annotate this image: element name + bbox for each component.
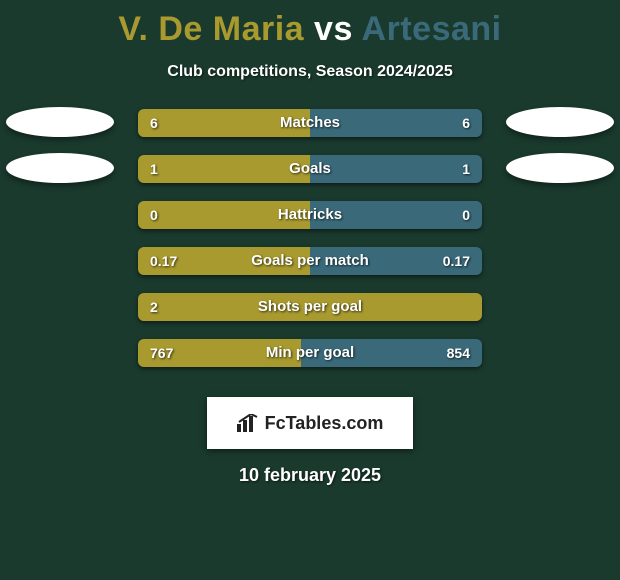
stat-bar-track: Shots per goal2 [138, 293, 482, 321]
player-ellipse-left [6, 153, 114, 183]
stat-row: Shots per goal2 [0, 293, 620, 339]
logo-box: FcTables.com [207, 397, 413, 449]
stat-bar-right [301, 339, 482, 367]
stat-bar-track: Goals per match0.170.17 [138, 247, 482, 275]
date-text: 10 february 2025 [0, 465, 620, 486]
logo-text: FcTables.com [265, 413, 384, 434]
player-ellipse-right [506, 107, 614, 137]
subtitle: Club competitions, Season 2024/2025 [0, 63, 620, 81]
stat-bar-left [138, 109, 310, 137]
stat-bar-left [138, 339, 301, 367]
stat-row: Goals11 [0, 155, 620, 201]
stat-rows: Matches66 Goals11 Hattricks00 Goals per mat… [0, 109, 620, 385]
stat-bar-left [138, 247, 310, 275]
stat-bar-right [310, 109, 482, 137]
page-title: V. De Maria vs Artesani [0, 0, 620, 49]
stat-bar-track: Hattricks00 [138, 201, 482, 229]
player-ellipse-right [506, 153, 614, 183]
chart-icon [237, 414, 259, 432]
stat-row: Hattricks00 [0, 201, 620, 247]
title-player1: V. De Maria [118, 10, 304, 48]
stat-bar-right [310, 247, 482, 275]
stat-bar-track: Matches66 [138, 109, 482, 137]
stat-row: Min per goal767854 [0, 339, 620, 385]
stat-bar-left [138, 155, 310, 183]
stat-row: Matches66 [0, 109, 620, 155]
stat-row: Goals per match0.170.17 [0, 247, 620, 293]
title-vs: vs [314, 10, 353, 48]
title-player2: Artesani [362, 10, 502, 48]
stat-bar-track: Min per goal767854 [138, 339, 482, 367]
stat-bar-right [310, 155, 482, 183]
player-ellipse-left [6, 107, 114, 137]
stat-bar-track: Goals11 [138, 155, 482, 183]
stat-bar-left [138, 201, 310, 229]
stat-bar-left [138, 293, 482, 321]
stat-bar-right [310, 201, 482, 229]
